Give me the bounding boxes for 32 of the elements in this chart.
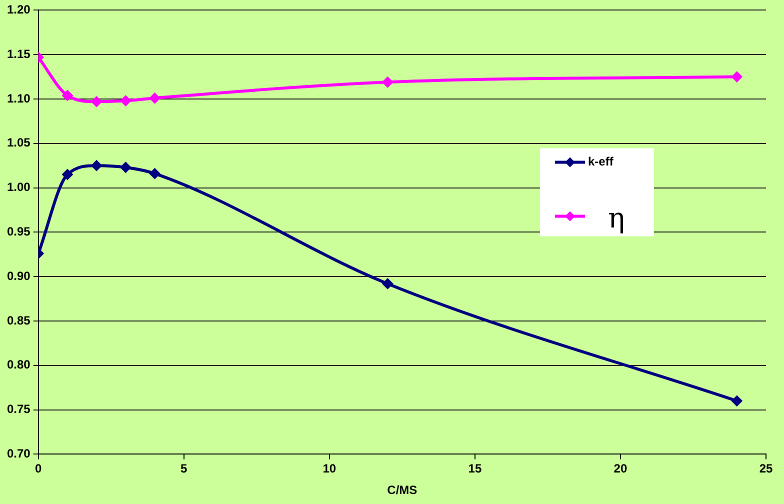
x-tick-label: 15 (468, 462, 482, 476)
x-tick-label: 25 (759, 462, 773, 476)
point (149, 168, 160, 180)
point (731, 395, 742, 406)
x-tick-label: 10 (322, 462, 336, 476)
point (382, 278, 394, 290)
x-tick-label: 0 (35, 462, 42, 476)
y-tick-label: 1.20 (6, 2, 31, 17)
y-tick-label: 0.90 (6, 268, 31, 283)
y-tick-label: 1.10 (6, 91, 31, 106)
point (149, 92, 160, 104)
y-tick-label: 1.05 (6, 136, 31, 150)
x-tick-label: 20 (614, 462, 628, 476)
point (731, 71, 742, 82)
point (120, 95, 132, 106)
y-tick-label: 0.85 (6, 313, 31, 328)
point (91, 160, 102, 172)
point (120, 162, 132, 173)
point (62, 90, 73, 101)
y-tick-label: 0.80 (6, 358, 31, 372)
legend-label: η (608, 201, 625, 234)
y-tick-label: 0.70 (6, 446, 31, 461)
y-tick-label: 1.15 (6, 46, 31, 61)
x-axis-title: C/MS (387, 483, 418, 498)
point (62, 168, 73, 180)
x-tick-label: 5 (180, 462, 188, 476)
y-tick-label: 0.75 (6, 402, 31, 416)
legend-label: k-eff (588, 154, 614, 169)
y-tick-label: 0.95 (6, 224, 31, 239)
point (382, 76, 394, 88)
point (91, 96, 102, 108)
y-tick-label: 1.00 (6, 180, 31, 194)
